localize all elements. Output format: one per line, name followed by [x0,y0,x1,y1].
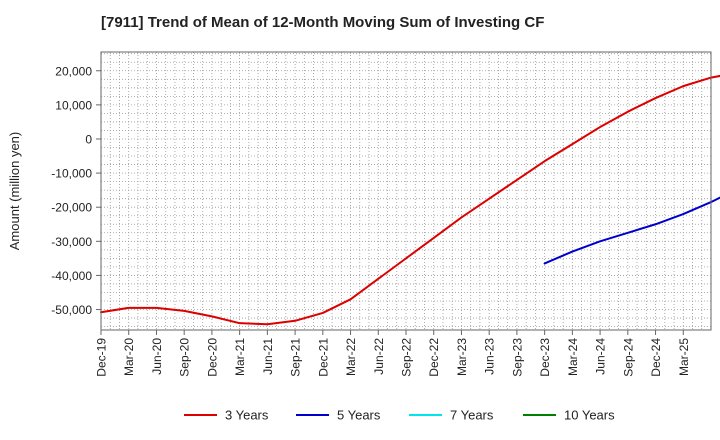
x-tick-label: Dec-22 [427,338,441,377]
series-line-3-years [100,74,720,326]
plot-frame [100,51,712,331]
x-tick-label: Mar-20 [122,338,136,376]
x-tick-label: Sep-21 [289,338,303,377]
x-tick-label: Jun-23 [483,338,497,375]
y-tick-label: -10,000 [51,167,92,181]
x-tick-label: Dec-23 [538,338,552,377]
x-tick-label: Sep-22 [400,338,414,377]
y-axis-label: Amount (million yen) [7,132,22,251]
x-tick-label: Dec-24 [649,338,663,377]
x-tick-label: Jun-21 [261,338,275,375]
y-tick-label: -40,000 [51,269,92,283]
x-tick-label: Sep-23 [510,338,524,377]
y-tick-label: -30,000 [51,235,92,249]
chart-title: [7911] Trend of Mean of 12-Month Moving … [101,14,545,31]
x-tick-label: Mar-22 [344,338,358,376]
x-tick-label: Sep-24 [621,338,635,377]
x-tick-label: Jun-22 [372,338,386,375]
y-tick-label: 20,000 [55,64,92,78]
x-tick-label: Mar-21 [233,338,247,376]
x-tick-label: Jun-20 [150,338,164,375]
x-tick-label: Dec-20 [205,338,219,377]
series-line-5-years [543,196,720,265]
y-axis: 20,000 10,000 0 -10,000 -20,000 -30,000 -40,00… [7,64,101,317]
x-tick-label: Jun-24 [594,338,608,375]
x-tick-label: Dec-21 [316,338,330,377]
x-tick-label: Sep-20 [178,338,192,377]
y-tick-label: 10,000 [55,98,92,112]
grid-layer [101,52,711,330]
y-tick-label: -20,000 [51,201,92,215]
legend: 3 Years 5 Years 7 Years 10 Years [184,408,615,423]
legend-label-5-years: 5 Years [337,408,381,423]
y-tick-label: 0 [85,132,92,146]
x-tick-label: Mar-24 [566,338,580,376]
x-tick-label: Dec-19 [95,338,109,377]
series-layer [100,74,720,326]
x-tick-label: Mar-23 [455,338,469,376]
y-tick-label: -50,000 [51,303,92,317]
legend-label-10-years: 10 Years [564,408,615,423]
legend-label-3-years: 3 Years [225,408,269,423]
legend-label-7-years: 7 Years [450,408,494,423]
x-axis: Dec-19 Mar-20 Jun-20 Sep-20 Dec-20 Mar-21 Jun-… [95,330,691,377]
x-tick-label: Mar-25 [677,338,691,376]
